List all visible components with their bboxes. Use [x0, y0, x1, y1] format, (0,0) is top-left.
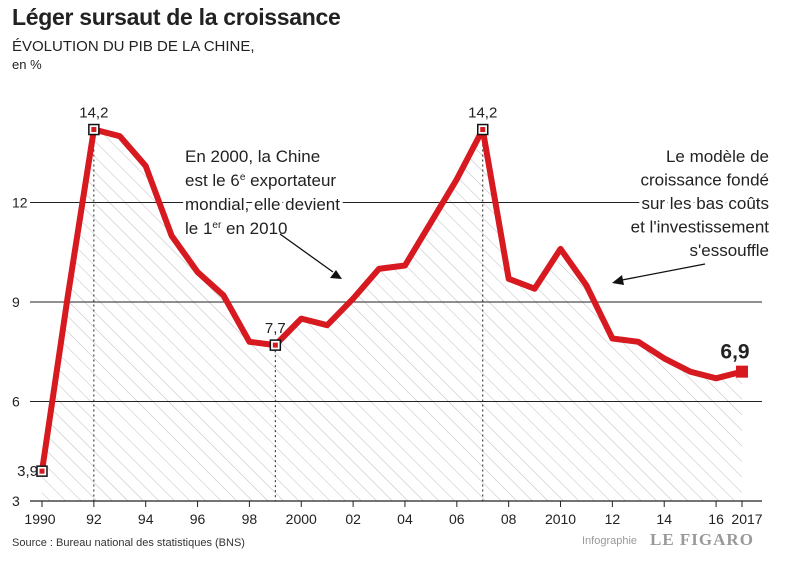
data-point-2000: [298, 316, 304, 322]
data-point-2009: [532, 286, 538, 292]
x-tick-label: 2010: [545, 511, 576, 527]
value-label: 3,9: [17, 463, 38, 480]
x-tick-label: 06: [449, 511, 465, 527]
data-point-2012: [609, 335, 615, 341]
value-label: 6,9: [720, 341, 749, 364]
x-tick-label: 12: [605, 511, 621, 527]
data-point-2010: [558, 246, 564, 252]
x-tick-label: 94: [138, 511, 154, 527]
x-tick-label: 16: [708, 511, 724, 527]
data-point-2014: [661, 355, 667, 361]
point-marker-dot: [39, 468, 45, 474]
x-tick-label: 92: [86, 511, 102, 527]
x-tick-label: 96: [190, 511, 206, 527]
arrow-head-icon: [612, 275, 624, 285]
x-tick-label: 1990: [24, 511, 55, 527]
value-label: 14,2: [468, 105, 497, 122]
x-tick-label: 14: [656, 511, 672, 527]
data-point-1997: [220, 292, 226, 298]
series-line: [39, 126, 745, 475]
source-note: Source : Bureau national des statistique…: [12, 537, 245, 549]
value-label: 7,7: [265, 320, 286, 337]
data-point-2001: [324, 322, 330, 328]
data-point-2008: [506, 276, 512, 282]
chart-subtitle: ÉVOLUTION DU PIB DE LA CHINE,: [12, 38, 255, 55]
le-figaro-logo: LE FIGARO: [650, 530, 754, 549]
annotation-growth-model: Le modèle de croissance fondé sur les bas …: [631, 147, 770, 260]
unit-label: en %: [12, 57, 42, 72]
infographie-credit: Infographie: [582, 535, 638, 547]
point-marker-dot: [91, 127, 97, 133]
point-marker-dot: [480, 127, 486, 133]
data-point-2015: [687, 369, 693, 375]
data-point-1991: [65, 292, 71, 298]
data-point-1994: [143, 163, 149, 169]
annotation-exports: En 2000, la Chine est le 6e exportateur mo…: [185, 147, 340, 238]
x-tick-label: 04: [397, 511, 413, 527]
area-fill: [42, 129, 742, 501]
x-tick-label: 2017: [731, 511, 762, 527]
value-label: 14,2: [79, 105, 108, 122]
x-tick-label: 08: [501, 511, 517, 527]
data-point-1996: [195, 269, 201, 275]
data-point-1998: [246, 339, 252, 345]
y-tick-label: 9: [12, 294, 20, 310]
data-point-2002: [350, 296, 356, 302]
point-marker-dot: [272, 342, 278, 348]
arrow-head-icon: [330, 270, 342, 279]
chart-title: Léger sursaut de la croissance: [12, 4, 341, 30]
data-point-2011: [583, 282, 589, 288]
annotation-pointer-2: [621, 263, 706, 281]
data-point-2016: [713, 375, 719, 381]
data-point-2005: [428, 219, 434, 225]
data-point-2004: [402, 263, 408, 269]
y-tick-label: 12: [12, 195, 28, 211]
x-tick-label: 98: [242, 511, 258, 527]
annotation-pointer-1: [279, 233, 334, 273]
data-point-1995: [169, 233, 175, 239]
y-tick-label: 6: [12, 394, 20, 410]
data-point-2003: [376, 266, 382, 272]
x-tick-label: 02: [345, 511, 361, 527]
data-point-2013: [635, 339, 641, 345]
data-point-2006: [454, 176, 460, 182]
y-tick-label: 3: [12, 493, 20, 509]
x-tick-label: 2000: [286, 511, 317, 527]
end-marker: [736, 365, 748, 378]
data-point-1993: [117, 133, 123, 139]
